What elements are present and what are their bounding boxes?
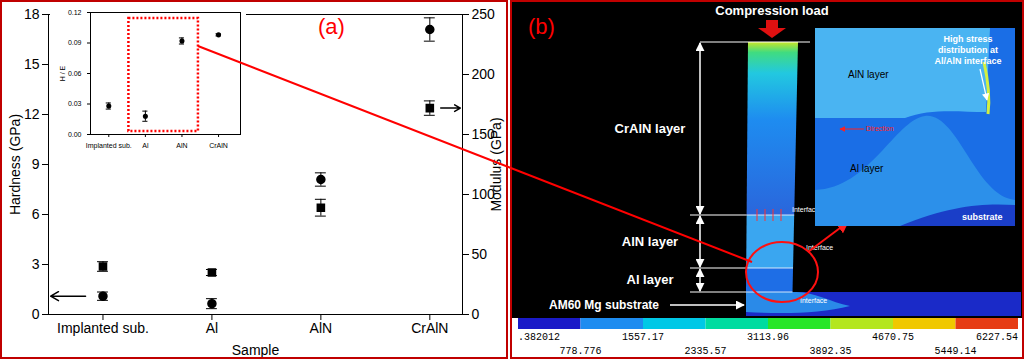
svg-text:9: 9	[32, 156, 40, 172]
svg-text:6227.54: 6227.54	[976, 332, 1018, 343]
svg-text:0.03: 0.03	[68, 100, 82, 107]
svg-text:.382012: .382012	[518, 332, 560, 343]
svg-text:CrAlN layer: CrAlN layer	[615, 121, 686, 136]
svg-text:Interface: Interface	[800, 297, 827, 304]
svg-text:0.00: 0.00	[68, 131, 82, 138]
svg-text:Implanted sub.: Implanted sub.	[57, 320, 149, 336]
svg-text:(b): (b)	[528, 14, 555, 39]
svg-text:AM60 Mg substrate: AM60 Mg substrate	[549, 298, 659, 312]
svg-text:4670.75: 4670.75	[872, 332, 914, 343]
svg-text:AlN: AlN	[310, 320, 333, 336]
svg-text:3892.35: 3892.35	[809, 346, 851, 357]
svg-text:0.09: 0.09	[68, 39, 82, 46]
svg-text:Al layer: Al layer	[627, 272, 674, 287]
svg-text:CrAlN: CrAlN	[411, 320, 448, 336]
svg-text:Al layer: Al layer	[850, 163, 884, 174]
svg-text:50: 50	[472, 246, 488, 262]
svg-text:High stressdistribution atAl/A: High stressdistribution atAl/AlN interfa…	[934, 34, 1001, 66]
svg-text:0: 0	[32, 306, 40, 322]
svg-text:AlN layer: AlN layer	[622, 234, 678, 249]
svg-text:Interface: Interface	[806, 244, 833, 251]
svg-text:6: 6	[32, 206, 40, 222]
svg-text:Modulus (GPa): Modulus (GPa)	[488, 117, 504, 211]
svg-text:Implanted sub.: Implanted sub.	[86, 142, 132, 150]
svg-text:12: 12	[24, 106, 40, 122]
svg-text:150: 150	[471, 126, 495, 142]
svg-text:1557.17: 1557.17	[622, 332, 664, 343]
svg-text:15: 15	[24, 56, 40, 72]
svg-text:Al: Al	[142, 142, 149, 149]
svg-text:AlN layer: AlN layer	[848, 69, 889, 80]
svg-text:Direction: Direction	[866, 125, 894, 132]
svg-text:AlN: AlN	[176, 142, 187, 149]
svg-text:18: 18	[24, 6, 40, 22]
svg-text:3113.96: 3113.96	[747, 332, 789, 343]
svg-text:2335.57: 2335.57	[684, 346, 726, 357]
svg-text:Hardness (GPa): Hardness (GPa)	[7, 114, 23, 215]
svg-text:200: 200	[472, 66, 496, 82]
svg-text:100: 100	[471, 186, 495, 202]
svg-text:Compression load: Compression load	[715, 3, 828, 18]
svg-text:Sample: Sample	[232, 342, 280, 358]
svg-text:H / E: H / E	[59, 65, 66, 81]
svg-text:3: 3	[32, 256, 40, 272]
svg-text:250: 250	[472, 6, 496, 22]
svg-text:778.776: 778.776	[559, 346, 601, 357]
svg-text:0.06: 0.06	[68, 70, 82, 77]
svg-text:(a): (a)	[318, 14, 345, 39]
svg-text:0: 0	[472, 306, 480, 322]
svg-text:substrate: substrate	[962, 212, 1003, 222]
svg-text:Interface: Interface	[792, 206, 819, 213]
svg-text:CrAlN: CrAlN	[209, 142, 228, 149]
svg-text:0.12: 0.12	[68, 9, 82, 16]
svg-text:Al: Al	[206, 320, 218, 336]
svg-text:5449.14: 5449.14	[934, 346, 976, 357]
